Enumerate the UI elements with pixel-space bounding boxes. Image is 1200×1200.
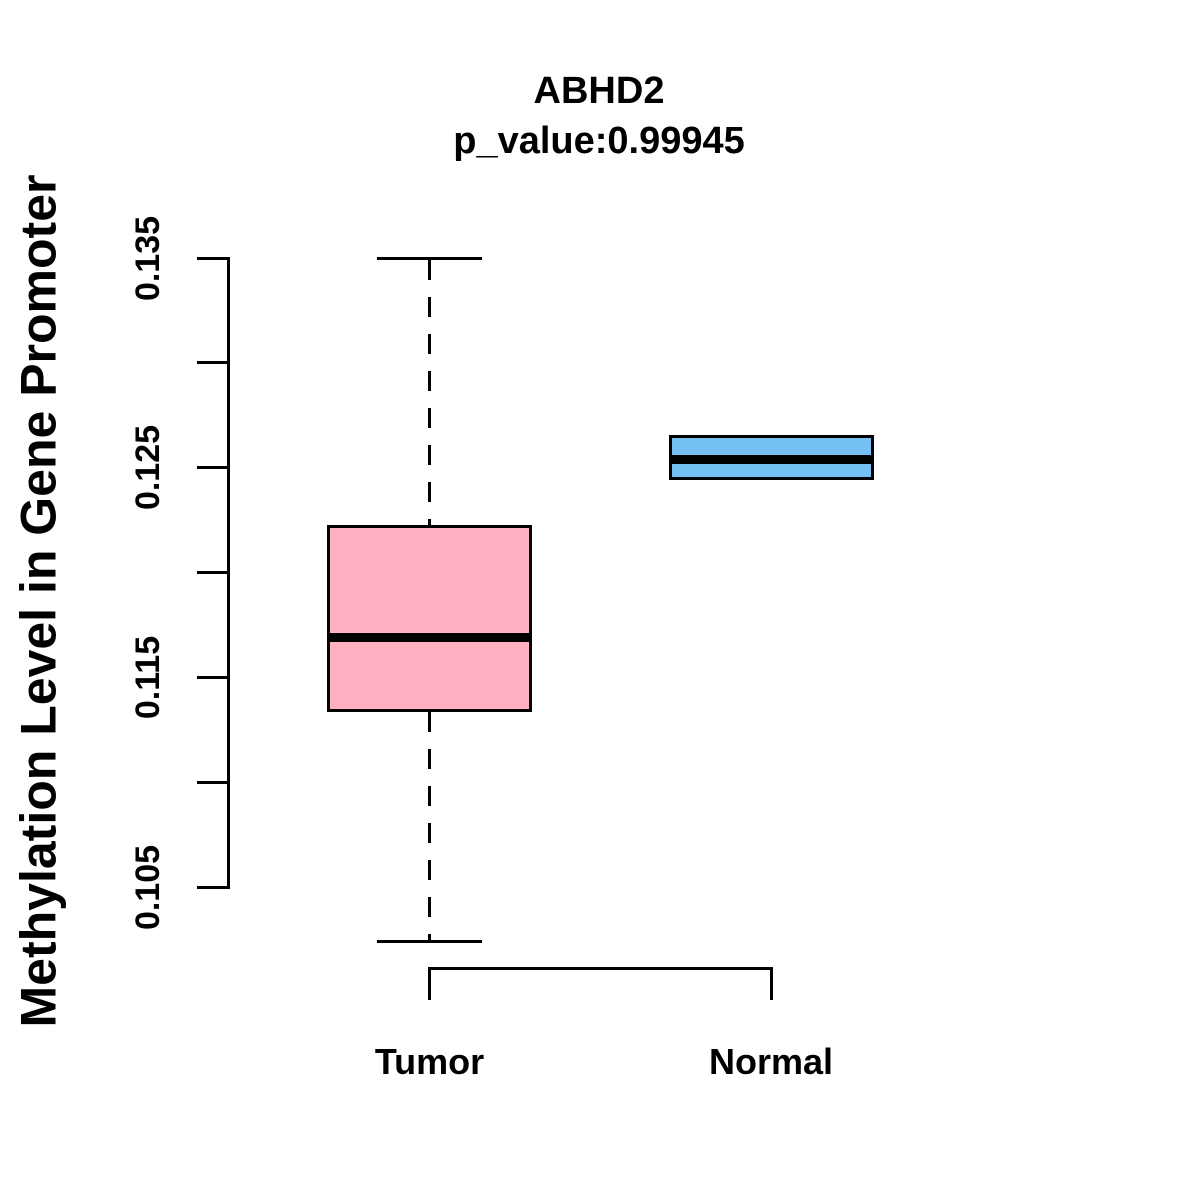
x-category-label-normal: Normal (708, 1041, 834, 1082)
y-axis-tick (197, 780, 227, 784)
chart-subtitle: p_value:0.99945 (453, 120, 745, 162)
normal-median-line (668, 454, 874, 464)
lower-whisker-line (428, 712, 431, 940)
y-axis-tick (197, 466, 227, 470)
y-axis-line (227, 256, 230, 889)
x-axis-tick (428, 966, 431, 1000)
upper-whisker-line (428, 259, 431, 527)
y-tick-label: 0.135 (128, 215, 167, 301)
y-axis-tick (197, 256, 227, 260)
tumor-box (327, 524, 532, 713)
tumor-median-line (327, 632, 532, 642)
y-axis-title: Methylation Level in Gene Promoter (9, 174, 66, 1028)
lower-whisker-cap (377, 940, 482, 943)
y-axis-tick (197, 571, 227, 574)
x-axis-line (428, 966, 773, 970)
chart-title: ABHD2 (533, 70, 665, 112)
y-axis-tick (197, 885, 227, 889)
upper-whisker-cap (377, 256, 482, 260)
y-tick-label: 0.105 (128, 844, 167, 930)
x-axis-tick (769, 966, 773, 1000)
x-category-label-tumor: Tumor (374, 1041, 485, 1082)
y-tick-label: 0.115 (128, 635, 167, 719)
y-axis-tick (197, 675, 227, 679)
y-tick-label: 0.125 (128, 425, 167, 511)
y-axis-tick (197, 361, 227, 365)
